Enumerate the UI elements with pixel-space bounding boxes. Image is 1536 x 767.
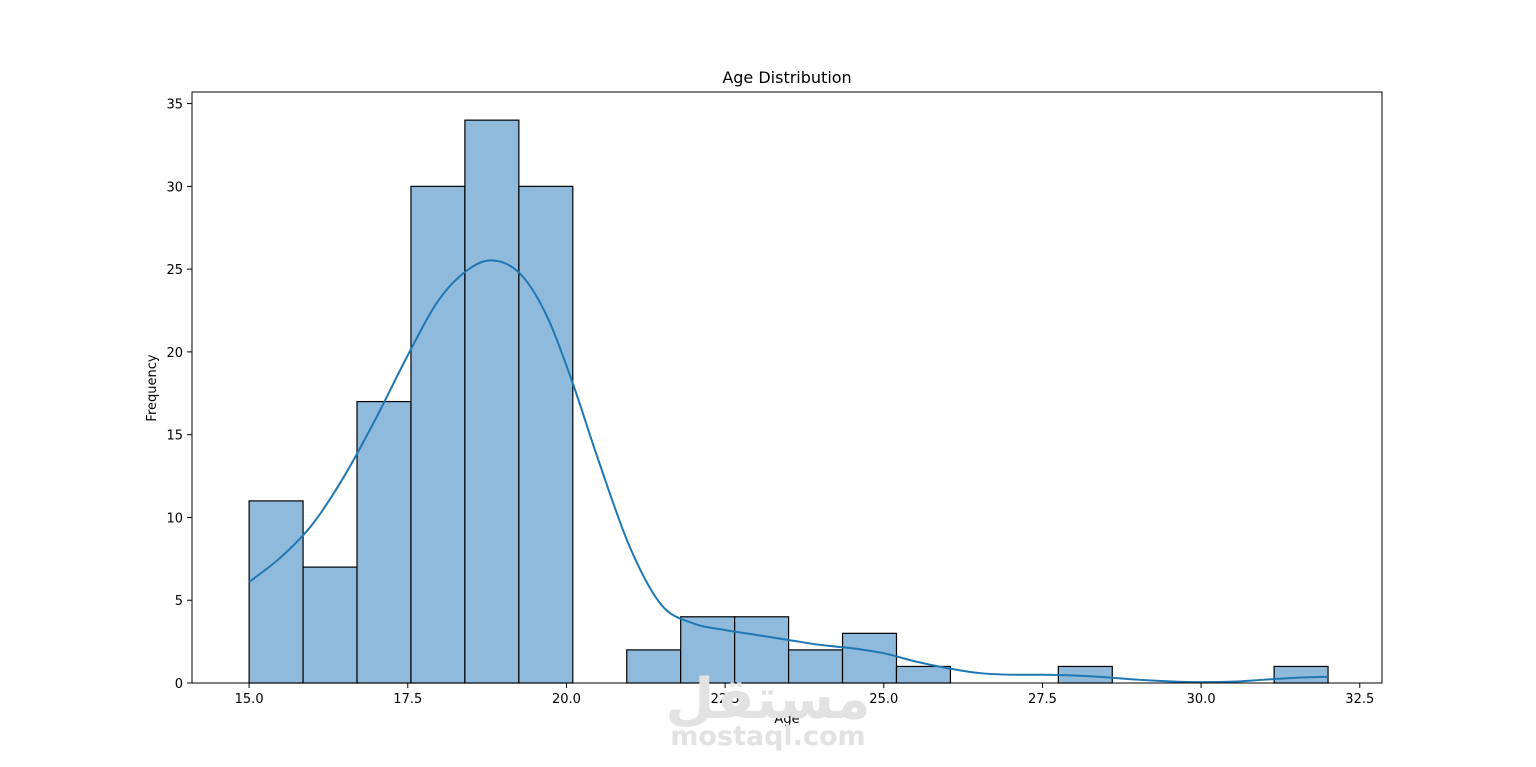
chart-title: Age Distribution: [722, 68, 851, 87]
y-tick-label: 30: [166, 180, 183, 195]
x-tick-label: 22.5: [711, 692, 740, 707]
watermark-arabic: مستقل: [666, 667, 871, 732]
histogram-bar: [518, 185, 574, 684]
x-tick-label: 32.5: [1345, 692, 1374, 707]
axes-frame: [191, 91, 1383, 684]
watermark: مستقل mostaql.com: [666, 667, 871, 752]
histogram-bars: [248, 119, 1329, 684]
x-tick-label: 15.0: [235, 692, 264, 707]
watermark-latin: mostaql.com: [670, 721, 865, 752]
y-tick-label: 15: [166, 429, 183, 444]
x-tick-label: 20.0: [552, 692, 581, 707]
histogram-bar: [356, 400, 412, 684]
kde-curve: [248, 259, 1329, 684]
y-tick-label: 5: [175, 594, 183, 609]
x-tick-label: 30.0: [1187, 692, 1216, 707]
histogram-bar: [302, 566, 358, 684]
y-tick-label: 35: [166, 98, 183, 113]
x-axis-ticks: 15.0 17.5 20.0 22.5 25.0 27.5 30.0 32.5: [235, 683, 1374, 707]
y-tick-label: 0: [175, 677, 183, 692]
histogram-bar: [787, 649, 844, 684]
histogram-bar: [1273, 665, 1329, 684]
x-tick-label: 17.5: [393, 692, 422, 707]
x-tick-label: 25.0: [869, 692, 898, 707]
histogram-bar: [248, 500, 304, 684]
y-tick-label: 10: [166, 511, 183, 526]
y-axis-label: Frequency: [145, 354, 160, 421]
histogram-bar: [410, 185, 466, 684]
y-axis-ticks: 0 5 10 15 20 25 30 35: [166, 98, 192, 692]
histogram-bar: [734, 616, 790, 684]
histogram-bar: [464, 119, 520, 684]
x-axis-label: Age: [774, 712, 799, 727]
x-tick-label: 27.5: [1028, 692, 1057, 707]
y-tick-label: 25: [166, 263, 183, 278]
y-tick-label: 20: [166, 346, 183, 361]
histogram-bar: [895, 665, 952, 684]
